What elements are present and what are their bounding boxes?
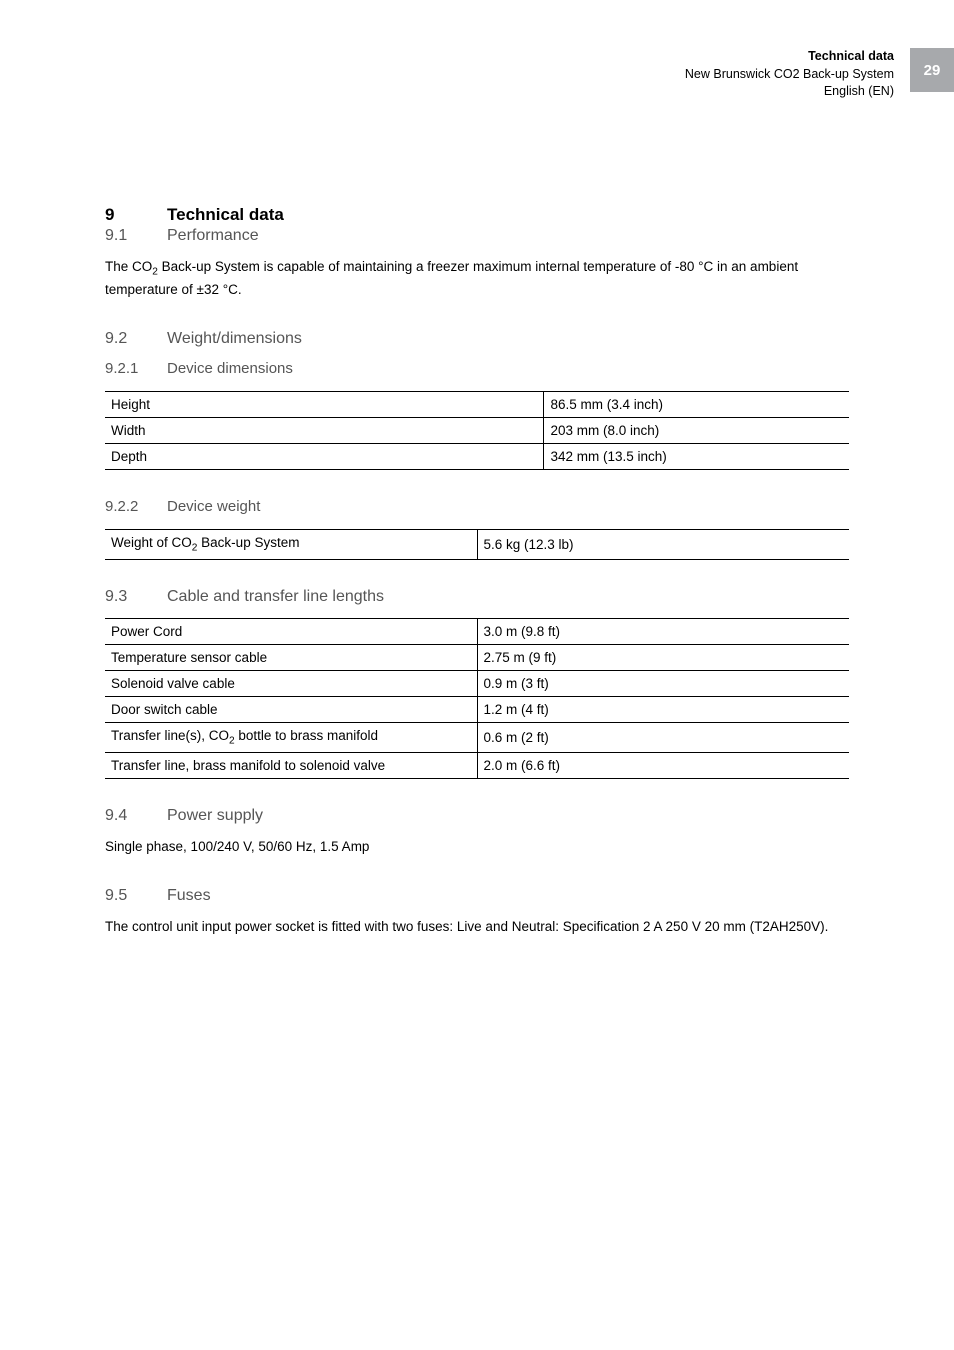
dim-value: 342 mm (13.5 inch) xyxy=(544,444,849,470)
heading-9-2-1: 9.2.1 Device dimensions xyxy=(105,360,849,377)
cable-label: Temperature sensor cable xyxy=(105,644,477,670)
heading-number: 9.1 xyxy=(105,227,167,245)
header-language: English (EN) xyxy=(685,83,894,101)
heading-title: Performance xyxy=(167,227,259,245)
dim-label: Height xyxy=(105,392,544,418)
table-row: Width203 mm (8.0 inch) xyxy=(105,418,849,444)
cable-value: 2.0 m (6.6 ft) xyxy=(477,752,849,778)
cable-label: Solenoid valve cable xyxy=(105,670,477,696)
heading-9-2: 9.2 Weight/dimensions xyxy=(105,330,849,348)
cable-table: Power Cord3.0 m (9.8 ft)Temperature sens… xyxy=(105,618,849,779)
header-title: Technical data xyxy=(685,48,894,66)
cable-value: 0.6 m (2 ft) xyxy=(477,722,849,752)
power-supply-text: Single phase, 100/240 V, 50/60 Hz, 1.5 A… xyxy=(105,837,849,857)
heading-title: Technical data xyxy=(167,205,284,225)
heading-title: Device weight xyxy=(167,498,260,515)
heading-9: 9 Technical data xyxy=(105,205,849,225)
fuses-text: The control unit input power socket is f… xyxy=(105,917,849,937)
cable-label: Transfer line, brass manifold to solenoi… xyxy=(105,752,477,778)
table-row: Weight of CO2 Back-up System5.6 kg (12.3… xyxy=(105,530,849,560)
table-row: Solenoid valve cable0.9 m (3 ft) xyxy=(105,670,849,696)
cable-label: Power Cord xyxy=(105,618,477,644)
heading-title: Cable and transfer line lengths xyxy=(167,588,384,606)
page-header: Technical data New Brunswick CO2 Back-up… xyxy=(685,48,894,101)
heading-9-5: 9.5 Fuses xyxy=(105,887,849,905)
dim-value: 203 mm (8.0 inch) xyxy=(544,418,849,444)
heading-number: 9.2.1 xyxy=(105,360,167,377)
cable-value: 3.0 m (9.8 ft) xyxy=(477,618,849,644)
heading-title: Weight/dimensions xyxy=(167,330,302,348)
heading-9-3: 9.3 Cable and transfer line lengths xyxy=(105,588,849,606)
heading-9-2-2: 9.2.2 Device weight xyxy=(105,498,849,515)
weight-value: 5.6 kg (12.3 lb) xyxy=(477,530,849,560)
text-part: Back-up System is capable of maintaining… xyxy=(105,259,798,297)
page-number: 29 xyxy=(924,62,941,79)
table-row: Door switch cable1.2 m (4 ft) xyxy=(105,696,849,722)
weight-label: Weight of CO2 Back-up System xyxy=(105,530,477,560)
heading-title: Power supply xyxy=(167,807,263,825)
page-number-tab: 29 xyxy=(910,48,954,92)
heading-number: 9.4 xyxy=(105,807,167,825)
heading-number: 9.2.2 xyxy=(105,498,167,515)
table-row: Transfer line(s), CO2 bottle to brass ma… xyxy=(105,722,849,752)
text-part: The CO xyxy=(105,259,152,274)
table-row: Temperature sensor cable2.75 m (9 ft) xyxy=(105,644,849,670)
page-content: 9 Technical data 9.1 Performance The CO2… xyxy=(105,205,849,967)
weight-table: Weight of CO2 Back-up System5.6 kg (12.3… xyxy=(105,529,849,560)
heading-title: Device dimensions xyxy=(167,360,293,377)
cable-label: Transfer line(s), CO2 bottle to brass ma… xyxy=(105,722,477,752)
header-subtitle: New Brunswick CO2 Back-up System xyxy=(685,66,894,84)
cable-label: Door switch cable xyxy=(105,696,477,722)
heading-number: 9 xyxy=(105,205,167,225)
heading-title: Fuses xyxy=(167,887,211,905)
heading-9-1: 9.1 Performance xyxy=(105,227,849,245)
heading-number: 9.2 xyxy=(105,330,167,348)
heading-number: 9.3 xyxy=(105,588,167,606)
table-row: Power Cord3.0 m (9.8 ft) xyxy=(105,618,849,644)
dimensions-table: Height86.5 mm (3.4 inch)Width203 mm (8.0… xyxy=(105,391,849,470)
cable-value: 2.75 m (9 ft) xyxy=(477,644,849,670)
table-row: Height86.5 mm (3.4 inch) xyxy=(105,392,849,418)
heading-9-4: 9.4 Power supply xyxy=(105,807,849,825)
cable-value: 1.2 m (4 ft) xyxy=(477,696,849,722)
cable-value: 0.9 m (3 ft) xyxy=(477,670,849,696)
dim-label: Depth xyxy=(105,444,544,470)
dim-label: Width xyxy=(105,418,544,444)
table-row: Depth342 mm (13.5 inch) xyxy=(105,444,849,470)
performance-text: The CO2 Back-up System is capable of mai… xyxy=(105,257,849,300)
heading-number: 9.5 xyxy=(105,887,167,905)
dim-value: 86.5 mm (3.4 inch) xyxy=(544,392,849,418)
table-row: Transfer line, brass manifold to solenoi… xyxy=(105,752,849,778)
